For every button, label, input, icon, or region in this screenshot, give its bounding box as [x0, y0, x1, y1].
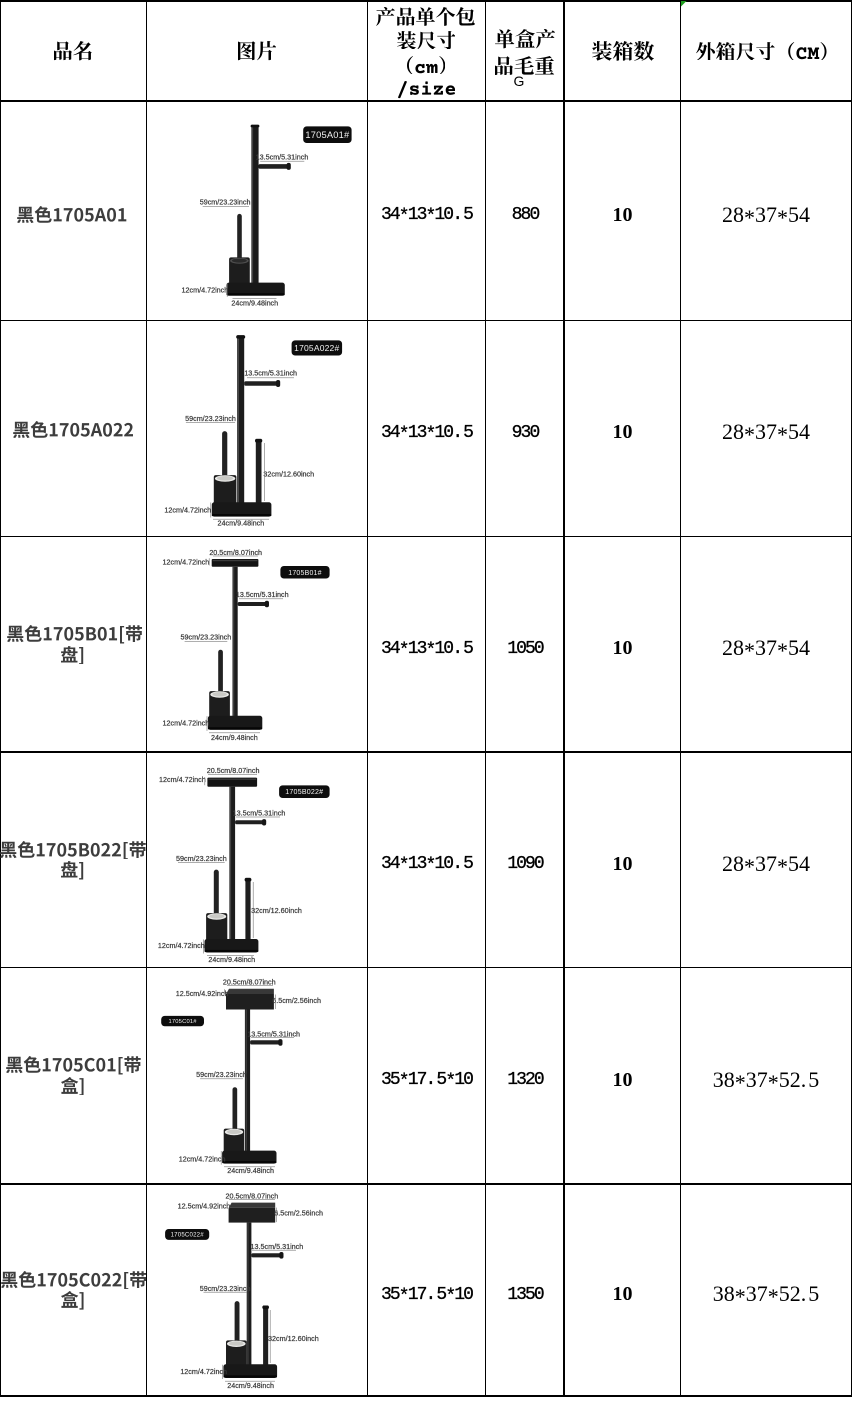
- svg-text:12cm/4.72inch: 12cm/4.72inch: [163, 558, 210, 567]
- svg-text:1705A022#: 1705A022#: [294, 343, 339, 353]
- svg-text:13.5cm/5.31inch: 13.5cm/5.31inch: [244, 368, 297, 377]
- svg-text:32cm/12.60inch: 32cm/12.60inch: [264, 469, 315, 478]
- svg-text:1705A01#: 1705A01#: [306, 130, 351, 140]
- svg-text:59cm/23.23inch: 59cm/23.23inch: [196, 1070, 247, 1079]
- svg-text:24cm/9.48inch: 24cm/9.48inch: [227, 1381, 274, 1390]
- svg-text:6.5cm/2.56inch: 6.5cm/2.56inch: [272, 996, 321, 1005]
- svg-text:12.5cm/4.92inch: 12.5cm/4.92inch: [178, 1201, 231, 1210]
- svg-text:32cm/12.60inch: 32cm/12.60inch: [251, 906, 302, 915]
- svg-text:20.5cm/8.07inch: 20.5cm/8.07inch: [209, 548, 262, 557]
- svg-text:12.5cm/4.92inch: 12.5cm/4.92inch: [176, 989, 229, 998]
- svg-text:24cm/9.48inch: 24cm/9.48inch: [211, 733, 258, 742]
- svg-text:1705C01#: 1705C01#: [169, 1019, 198, 1025]
- svg-text:12cm/4.72inch: 12cm/4.72inch: [163, 719, 210, 728]
- svg-text:24cm/9.48inch: 24cm/9.48inch: [227, 1166, 274, 1175]
- svg-text:59cm/23.23inch: 59cm/23.23inch: [176, 854, 227, 863]
- svg-text:24cm/9.48inch: 24cm/9.48inch: [232, 299, 279, 308]
- svg-text:12cm/4.72inch: 12cm/4.72inch: [182, 286, 229, 295]
- svg-text:32cm/12.60inch: 32cm/12.60inch: [268, 1334, 319, 1343]
- svg-text:12cm/4.72inch: 12cm/4.72inch: [180, 1367, 227, 1376]
- svg-text:13.5cm/5.31inch: 13.5cm/5.31inch: [251, 1242, 304, 1251]
- svg-text:12cm/4.72inch: 12cm/4.72inch: [158, 941, 205, 950]
- svg-text:59cm/23.23inch: 59cm/23.23inch: [200, 1284, 251, 1293]
- svg-text:13.5cm/5.31inch: 13.5cm/5.31inch: [233, 808, 286, 817]
- svg-text:20.5cm/8.07inch: 20.5cm/8.07inch: [226, 1191, 279, 1200]
- svg-text:13.5cm/5.31inch: 13.5cm/5.31inch: [247, 1030, 300, 1039]
- svg-text:59cm/23.23inch: 59cm/23.23inch: [185, 414, 236, 423]
- svg-text:20.5cm/8.07inch: 20.5cm/8.07inch: [207, 766, 260, 775]
- svg-text:12cm/4.72inch: 12cm/4.72inch: [165, 506, 212, 515]
- svg-text:20.5cm/8.07inch: 20.5cm/8.07inch: [223, 978, 276, 987]
- svg-text:24cm/9.48inch: 24cm/9.48inch: [209, 955, 256, 964]
- svg-text:59cm/23.23inch: 59cm/23.23inch: [200, 198, 251, 207]
- svg-text:13.5cm/5.31inch: 13.5cm/5.31inch: [256, 153, 309, 162]
- svg-text:6.5cm/2.56inch: 6.5cm/2.56inch: [274, 1208, 323, 1217]
- svg-text:13.5cm/5.31inch: 13.5cm/5.31inch: [236, 590, 289, 599]
- svg-text:1705B01#: 1705B01#: [288, 570, 321, 577]
- svg-text:1705B022#: 1705B022#: [285, 788, 323, 796]
- svg-text:59cm/23.23inch: 59cm/23.23inch: [181, 633, 232, 642]
- svg-text:1705C022#: 1705C022#: [171, 1231, 205, 1238]
- svg-text:12cm/4.72inch: 12cm/4.72inch: [179, 1155, 226, 1164]
- svg-text:12cm/4.72inch: 12cm/4.72inch: [159, 775, 206, 784]
- svg-text:24cm/9.48inch: 24cm/9.48inch: [218, 519, 265, 528]
